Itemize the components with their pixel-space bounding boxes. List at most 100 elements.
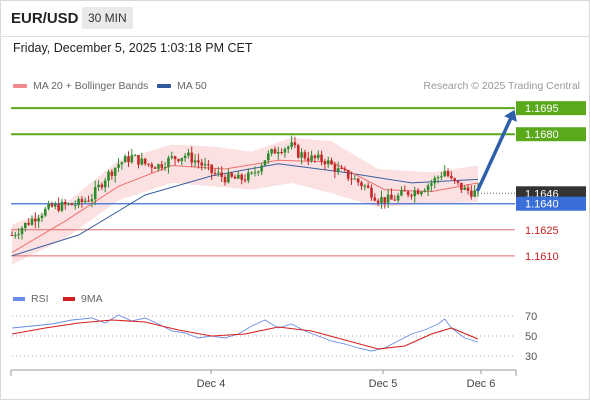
candle-body xyxy=(326,160,330,165)
candle xyxy=(103,177,107,193)
candle xyxy=(390,188,393,200)
candle-body xyxy=(147,163,150,165)
candle-body xyxy=(213,173,217,175)
candle xyxy=(170,151,174,160)
candle-body xyxy=(370,187,373,198)
candle-body xyxy=(87,200,90,202)
candle xyxy=(187,148,190,159)
candle-body xyxy=(177,159,180,162)
candle xyxy=(360,180,363,190)
candle-body xyxy=(466,187,470,191)
candle xyxy=(213,168,217,176)
candle-body xyxy=(123,156,127,163)
timeframe-button[interactable]: 30 MIN xyxy=(82,7,133,29)
candle xyxy=(183,153,187,162)
candle-body xyxy=(230,172,233,177)
candle-body xyxy=(14,235,17,237)
candle-body xyxy=(420,191,423,195)
candle-body xyxy=(10,234,14,236)
level-label-1.1640: 1.1640 xyxy=(525,199,559,211)
candle xyxy=(286,145,290,154)
candle-body xyxy=(253,172,257,174)
candle-body xyxy=(296,145,300,158)
candle xyxy=(67,202,70,206)
candle xyxy=(247,168,250,184)
candle-body xyxy=(430,183,433,186)
candle xyxy=(280,148,283,155)
candle-body xyxy=(413,190,417,197)
candle xyxy=(353,174,357,180)
candle-body xyxy=(193,160,197,163)
candle-body xyxy=(316,154,320,159)
candle-body xyxy=(276,152,280,154)
candle xyxy=(420,190,423,197)
candle-body xyxy=(187,152,190,156)
candle xyxy=(24,222,27,232)
candle-body xyxy=(350,178,353,180)
candle-body xyxy=(90,199,94,202)
candle xyxy=(440,172,443,181)
candle-body xyxy=(260,165,263,172)
candle-body xyxy=(47,203,50,209)
legend-ma20: MA 20 + Bollinger Bands xyxy=(13,80,148,92)
candle xyxy=(47,200,50,211)
candle-body xyxy=(34,218,37,222)
candle-body xyxy=(330,160,333,165)
candle xyxy=(130,149,134,164)
candle xyxy=(336,161,340,175)
candle-body xyxy=(383,197,387,203)
time-tick-label: Dec 6 xyxy=(467,378,496,390)
candle xyxy=(413,186,417,203)
candle xyxy=(416,187,420,195)
candle-body xyxy=(173,156,177,160)
candle-body xyxy=(110,171,114,176)
candle-body xyxy=(107,171,110,181)
candle-body xyxy=(220,172,223,177)
candle-body xyxy=(410,195,413,197)
candle xyxy=(200,158,204,171)
candle xyxy=(460,182,463,194)
candle-body xyxy=(267,153,270,161)
candle xyxy=(90,193,94,208)
candle-body xyxy=(27,222,30,225)
candle-body xyxy=(143,158,147,164)
candle xyxy=(177,158,180,163)
candle xyxy=(137,154,140,169)
candle xyxy=(400,186,403,197)
candle xyxy=(380,190,383,209)
candle-body xyxy=(290,142,293,147)
candle-body xyxy=(456,180,460,183)
candle xyxy=(70,202,74,206)
candle xyxy=(343,166,347,172)
candle xyxy=(273,146,277,154)
candle xyxy=(436,175,440,184)
candle-body xyxy=(360,182,363,187)
candle xyxy=(386,188,390,209)
time-tick-label: Dec 5 xyxy=(369,378,398,390)
candle-body xyxy=(336,168,340,172)
candle xyxy=(406,190,410,198)
candle xyxy=(100,182,104,190)
time-axis: Dec 4 Dec 5 Dec 6 xyxy=(10,369,517,390)
candle-body xyxy=(440,176,443,178)
candle xyxy=(320,150,323,166)
candle xyxy=(453,177,456,185)
candle-body xyxy=(463,187,466,190)
candle xyxy=(87,195,90,203)
candle xyxy=(466,184,470,195)
candle-body xyxy=(73,205,77,207)
candle-body xyxy=(167,157,170,168)
candle-body xyxy=(160,164,164,168)
candle xyxy=(433,175,437,189)
candle-body xyxy=(100,184,104,188)
candle xyxy=(240,173,243,185)
candle xyxy=(260,162,263,176)
candle-body xyxy=(170,156,174,158)
candle xyxy=(410,193,413,200)
level-label-1.1625: 1.1625 xyxy=(525,225,559,237)
candle-body xyxy=(400,190,403,196)
candle xyxy=(470,185,473,200)
candle xyxy=(326,156,330,168)
level-label-1.1695-bg xyxy=(516,101,586,116)
candle xyxy=(93,180,97,206)
